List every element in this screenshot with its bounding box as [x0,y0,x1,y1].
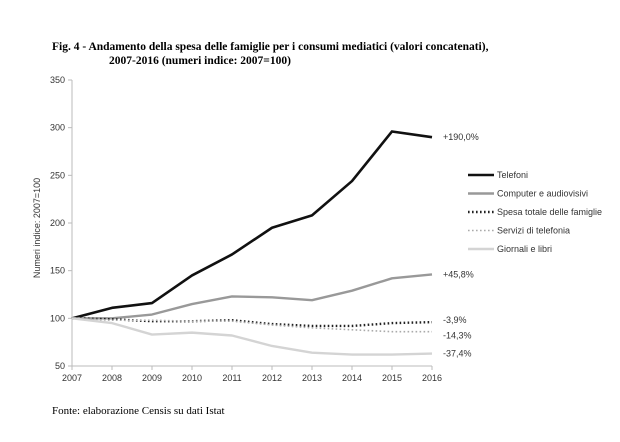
y-axis-label: Numeri indice: 2007=100 [32,178,42,278]
series-line-2 [71,317,433,328]
x-tick-label: 2008 [102,373,122,383]
series-line-0 [71,130,433,320]
legend-label: Computer e audiovisivi [497,189,588,199]
x-tick-label: 2015 [382,373,402,383]
y-tick-label: 150 [50,266,65,276]
end-label: -14,3% [443,331,472,341]
end-label: -37,4% [443,349,472,359]
figure-label: Fig. 4 - [52,41,87,53]
x-tick-label: 2009 [142,373,162,383]
x-tick-label: 2016 [422,373,442,383]
series-line-1 [72,273,433,320]
figure-title: Fig. 4 - Andamento della spesa delle fam… [52,40,592,68]
series-line-3 [71,317,432,333]
x-tick-label: 2014 [342,373,362,383]
end-label: +45,8% [443,269,474,279]
figure-title-line1: Andamento della spesa delle famiglie per… [88,41,489,53]
x-tick-label: 2010 [182,373,202,383]
legend-label: Servizi di telefonia [497,226,570,236]
figure-title-line2: 2007-2016 (numeri indice: 2007=100) [109,55,291,67]
end-label: -3,9% [443,315,467,325]
x-tick-label: 2007 [62,373,82,383]
legend-label: Spesa totale delle famiglie [497,207,602,217]
y-tick-label: 50 [55,361,65,371]
legend-label: Telefoni [497,170,528,180]
y-tick-label: 200 [50,218,65,228]
x-tick-label: 2012 [262,373,282,383]
legend-label: Giornali e libri [497,244,552,254]
series-line-4 [71,317,433,356]
y-tick-label: 350 [50,75,65,85]
source-note: Fonte: elaborazione Censis su dati Istat [52,405,225,417]
y-tick-label: 250 [50,170,65,180]
y-tick-label: 300 [50,123,65,133]
y-tick-label: 100 [50,313,65,323]
x-tick-label: 2013 [302,373,322,383]
end-label: +190,0% [443,132,479,142]
x-tick-label: 2011 [222,373,241,383]
